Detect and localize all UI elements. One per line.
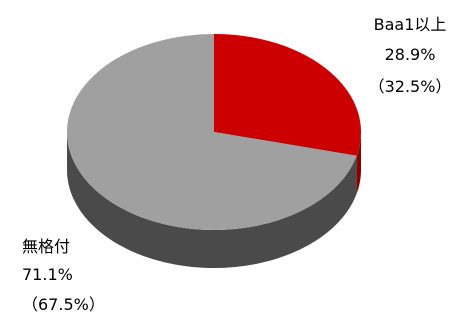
pie-side-baa1 (356, 132, 361, 194)
pie-side-group (67, 132, 361, 268)
slice-label-name-baa1: Baa1以上 (374, 15, 447, 34)
slice-label-prior-unrated: （67.5%） (22, 295, 105, 314)
slice-label-value-baa1: 28.9% (385, 45, 436, 64)
slice-label-value-unrated: 71.1% (22, 265, 73, 284)
pie-side-unrated (67, 133, 357, 268)
pie-slice-unrated (66, 34, 357, 230)
pie-top-group (66, 34, 361, 230)
slice-label-prior-baa1: （32.5%） (369, 77, 452, 96)
pie-slice-baa1 (214, 34, 361, 156)
slice-label-name-unrated: 無格付 (22, 237, 70, 256)
label-unrated: 無格付 71.1% （67.5%） (22, 237, 105, 314)
label-baa1: Baa1以上 28.9% （32.5%） (369, 15, 452, 96)
